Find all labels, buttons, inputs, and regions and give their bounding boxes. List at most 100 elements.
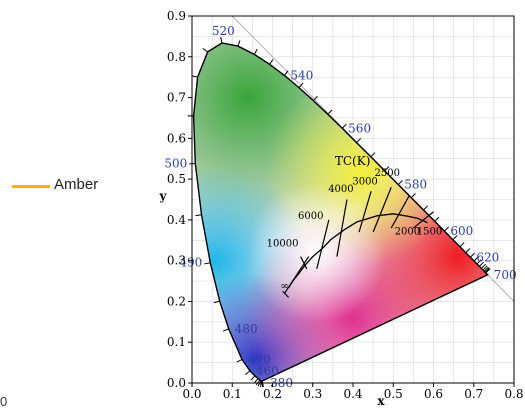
y-tick-label: 0.2 bbox=[167, 294, 186, 308]
isotherm-label: 6000 bbox=[298, 211, 323, 222]
x-tick-label: 0.6 bbox=[424, 387, 443, 401]
locus-ticks bbox=[187, 37, 491, 388]
isotherm-infinity-marker bbox=[282, 290, 290, 298]
locus-tick bbox=[298, 82, 304, 88]
wavelength-label: 470 bbox=[248, 352, 271, 366]
locus-tick bbox=[473, 256, 479, 262]
x-tick-label: 0.4 bbox=[343, 387, 362, 401]
wavelength-label: 490 bbox=[179, 256, 202, 270]
y-tick-label: 0.1 bbox=[167, 335, 186, 349]
wavelength-label: 560 bbox=[348, 121, 371, 135]
isotherm-line bbox=[284, 256, 310, 294]
locus-tick bbox=[423, 205, 429, 211]
locus-tick bbox=[481, 263, 486, 269]
y-tick-label: 0.8 bbox=[167, 50, 186, 64]
locus-tick bbox=[244, 370, 251, 376]
y-tick-label: 0.4 bbox=[167, 213, 186, 227]
x-tick-label: 0.0 bbox=[182, 387, 201, 401]
locus-tick bbox=[313, 95, 318, 102]
isotherm-label: 1500 bbox=[417, 227, 442, 238]
locus-tick bbox=[434, 216, 440, 222]
legend: Amber bbox=[0, 170, 140, 200]
locus-tick bbox=[261, 380, 264, 388]
isotherm-line bbox=[300, 256, 308, 270]
locus-tick bbox=[465, 248, 471, 253]
isotherm-line bbox=[336, 199, 348, 257]
locus-tick bbox=[195, 214, 202, 217]
x-tick-label: 0.2 bbox=[263, 387, 282, 401]
y-tick-label: 0.3 bbox=[167, 254, 186, 268]
x-axis-title: x bbox=[377, 394, 385, 408]
x-tick-label: 0.7 bbox=[464, 387, 483, 401]
isotherm-label: 4000 bbox=[328, 184, 353, 195]
x-tick-label: 0.8 bbox=[504, 387, 523, 401]
locus-tick bbox=[202, 47, 208, 53]
x-tick-label: 0.5 bbox=[384, 387, 403, 401]
locus-tick bbox=[253, 48, 258, 55]
locus-tick bbox=[485, 268, 491, 274]
y-tick-label: 0.9 bbox=[167, 9, 186, 23]
isotherm-label: 2500 bbox=[374, 168, 399, 179]
isotherm-line bbox=[412, 211, 434, 229]
locus-tick bbox=[459, 242, 465, 248]
wavelength-label: 520 bbox=[212, 24, 235, 38]
locus-tick bbox=[213, 300, 220, 304]
isotherm-line bbox=[390, 195, 410, 229]
wavelength-label: 480 bbox=[235, 322, 258, 336]
isotherm-label: ∞ bbox=[280, 281, 288, 292]
isotherm-line bbox=[316, 219, 330, 269]
locus-tick bbox=[236, 358, 243, 363]
locus-tick bbox=[482, 265, 488, 271]
locus-tick bbox=[444, 226, 449, 232]
locus-tick bbox=[341, 123, 347, 129]
isotherm-label: 3000 bbox=[352, 176, 377, 187]
locus-tick bbox=[237, 40, 241, 47]
y-tick-label: 0.6 bbox=[167, 131, 186, 145]
locus-tick bbox=[397, 179, 403, 185]
locus-tick bbox=[220, 37, 223, 44]
locus-tick bbox=[284, 70, 289, 76]
wavelength-label: 620 bbox=[476, 250, 499, 264]
locus-tick bbox=[483, 266, 489, 272]
locus-tick bbox=[253, 378, 259, 384]
locus-tick bbox=[356, 137, 362, 143]
locus-tick bbox=[452, 235, 458, 241]
isotherm-label: 10000 bbox=[267, 238, 299, 249]
x-tick-label: 0.3 bbox=[303, 387, 322, 401]
wavelength-label: 540 bbox=[290, 68, 313, 82]
locus-tick bbox=[257, 380, 262, 387]
legend-label-amber: Amber bbox=[54, 176, 99, 193]
locus-tick bbox=[327, 109, 333, 115]
planckian-title: TC(K) bbox=[335, 154, 371, 168]
locus-tick bbox=[469, 252, 475, 258]
legend-swatch-amber bbox=[12, 185, 50, 188]
locus-tick bbox=[384, 166, 390, 172]
locus-tick bbox=[269, 59, 274, 65]
locus-tick bbox=[191, 75, 198, 78]
x-tick-label: 0.1 bbox=[223, 387, 242, 401]
y-tick-label: 0.5 bbox=[167, 172, 186, 186]
isotherm-label: 2000 bbox=[395, 227, 420, 238]
isotherm-line bbox=[358, 191, 372, 233]
y-tick-label: 0.0 bbox=[167, 376, 186, 390]
wavelength-label: 580 bbox=[404, 178, 427, 192]
locus-tick bbox=[222, 328, 229, 332]
wavelength-label: 500 bbox=[164, 156, 187, 170]
isotherm-line bbox=[372, 187, 392, 233]
locus-tick bbox=[255, 379, 261, 386]
locus-tick bbox=[410, 193, 416, 199]
y-axis-title: y bbox=[159, 189, 168, 203]
wavelength-label: 600 bbox=[450, 224, 473, 238]
y-tick-label: 0.7 bbox=[167, 91, 186, 105]
locus-tick bbox=[204, 262, 211, 265]
locus-tick bbox=[260, 380, 262, 388]
locus-tick bbox=[476, 259, 482, 265]
wavelength-label: 700 bbox=[494, 268, 517, 282]
planckian-locus bbox=[288, 213, 428, 288]
locus-tick bbox=[484, 267, 490, 273]
wavelength-label: 460 bbox=[256, 364, 279, 378]
locus-tick bbox=[370, 152, 376, 158]
locus-tick bbox=[479, 261, 485, 267]
locus-tick bbox=[250, 375, 256, 381]
